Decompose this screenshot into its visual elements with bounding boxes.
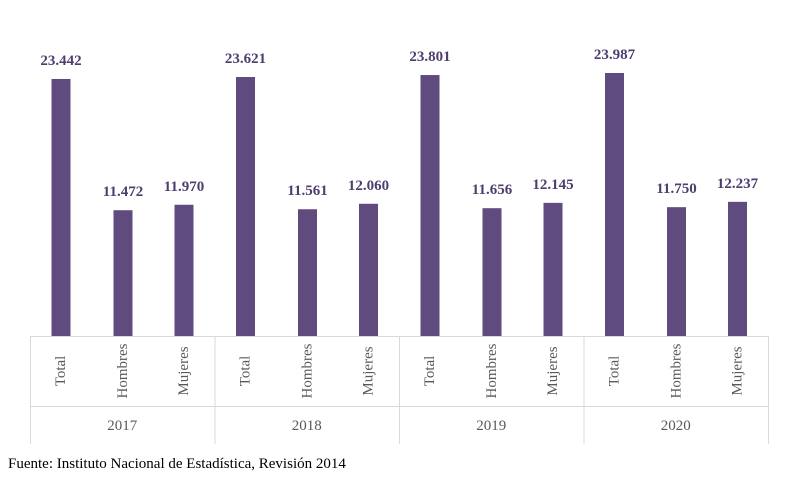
bar-2017-total: [51, 78, 71, 336]
category-tick-label: Total: [422, 356, 438, 387]
data-label: 12.237: [717, 176, 759, 192]
category-tick-label: Hombres: [300, 343, 316, 398]
bar-2017-hombres: [113, 210, 133, 336]
bar-2018-total: [236, 77, 255, 336]
source-note: Fuente: Instituto Nacional de Estadístic…: [8, 456, 346, 472]
bar-2018-hombres: [298, 209, 317, 336]
category-tick-label: Hombres: [484, 343, 500, 398]
group-tick-label: 2018: [292, 418, 322, 434]
category-tick-label: Mujeres: [361, 346, 377, 395]
data-label: 23.801: [409, 49, 450, 65]
bar-2018-mujeres: [359, 203, 378, 336]
bar-2019-hombres: [482, 208, 502, 336]
category-tick-label: Hombres: [669, 343, 685, 398]
data-label: 11.561: [287, 183, 327, 199]
category-tick-label: Total: [238, 356, 254, 387]
data-label: 11.750: [656, 181, 696, 197]
category-tick-label: Mujeres: [730, 346, 746, 395]
data-label: 23.987: [594, 47, 636, 63]
data-label: 12.060: [348, 178, 389, 194]
category-tick-label: Hombres: [115, 343, 131, 398]
data-label: 11.472: [103, 184, 143, 200]
bar-2019-total: [420, 75, 440, 336]
data-label: 11.656: [472, 182, 513, 198]
bar-2020-hombres: [667, 207, 686, 336]
group-tick-label: 2020: [661, 418, 691, 434]
bar-2019-mujeres: [543, 202, 563, 336]
data-label: 23.621: [225, 51, 266, 67]
category-tick-label: Total: [607, 356, 623, 387]
group-tick-label: 2019: [476, 418, 506, 434]
category-tick-label: Total: [53, 356, 69, 387]
bar-2017-mujeres: [174, 204, 194, 336]
bar-2020-mujeres: [728, 201, 747, 336]
data-label: 11.970: [164, 179, 204, 195]
data-label: 12.145: [532, 177, 573, 193]
category-tick-label: Mujeres: [176, 346, 192, 395]
group-tick-label: 2017: [107, 418, 138, 434]
category-tick-label: Mujeres: [545, 346, 561, 395]
bar-2020-total: [605, 73, 624, 336]
data-label: 23.442: [40, 53, 81, 69]
